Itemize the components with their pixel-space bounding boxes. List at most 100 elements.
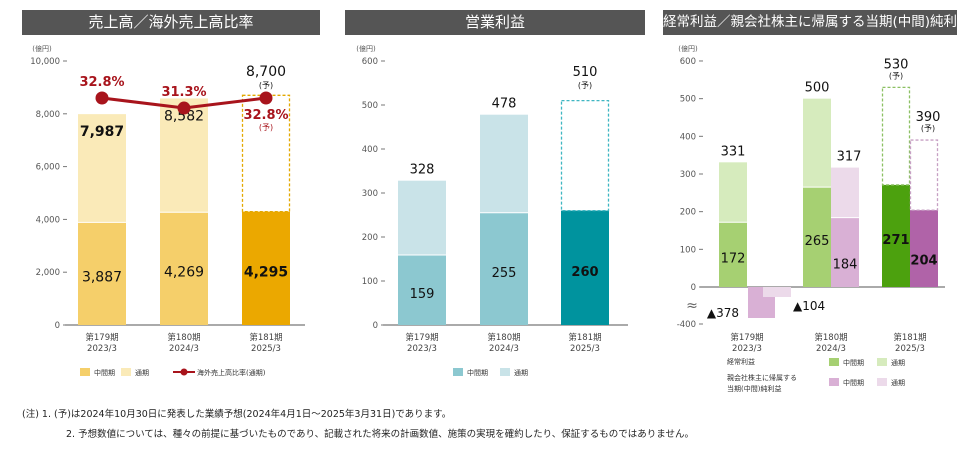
ordinary-income-half-bar (719, 222, 747, 287)
ordinary-income-half-value-label: 271 (882, 233, 909, 248)
operating-income-half-value-label: 255 (492, 266, 517, 281)
overseas-ratio-point (259, 91, 273, 105)
operating-income-half-bar-forecast (561, 210, 609, 325)
y-tick-label: 400 (362, 145, 378, 155)
overseas-ratio-label: 32.8% (243, 108, 288, 123)
y-axis-unit: (億円) (32, 44, 52, 53)
net-income-half-bar (831, 217, 859, 287)
operating-income-half-value-label: 159 (410, 287, 435, 302)
legend-swatch-half (80, 368, 90, 376)
operating-income-half-value-label: 260 (571, 265, 598, 280)
y-axis-unit: (億円) (678, 44, 698, 53)
net-income-full-value-label: 390 (916, 110, 941, 125)
sales-half-bar (160, 212, 208, 325)
legend-label-half: 中間期 (843, 358, 864, 367)
y-tick-label: 600 (680, 57, 696, 67)
x-category-label: 第180期 (814, 332, 847, 343)
ordinary-income-full-bar-forecast-outline (881, 86, 911, 186)
operating-income-half-bar (480, 212, 528, 325)
y-tick-label: 200 (362, 233, 378, 243)
x-category-label: 第180期 (167, 332, 200, 343)
y-tick-label: 8,000 (36, 110, 60, 120)
y-tick-label: 400 (680, 132, 696, 142)
overseas-ratio-point (95, 91, 109, 105)
legend-swatch-full (500, 368, 510, 376)
x-category-date: 2025/3 (251, 344, 281, 354)
ordinary-income-full-bar (719, 162, 747, 223)
overseas-ratio-point (177, 101, 191, 115)
x-category-date: 2023/3 (87, 344, 117, 354)
ordinary-income-half-bar (803, 187, 831, 287)
operating-income-full-value-label: 328 (410, 163, 435, 178)
ordinary-income-half-bar-forecast (882, 184, 910, 287)
sales-full-value-label: 8,582 (164, 108, 204, 124)
legend-swatch-ordinary-half (829, 358, 839, 366)
x-category-date: 2024/3 (489, 344, 519, 354)
ordinary-income-half-value-label: 172 (721, 252, 746, 267)
legend-label-full: 通期 (891, 378, 905, 387)
net-income-half-value-label: ▲378 (707, 306, 739, 320)
y-tick-label: 100 (362, 277, 378, 287)
operating-income-half-bar (398, 255, 446, 325)
net-income-half-value-label: 184 (833, 257, 858, 272)
x-category-label: 第180期 (487, 332, 520, 343)
legend-swatch-net-half (829, 378, 839, 386)
overseas-ratio-label: 32.8% (79, 75, 124, 90)
x-category-date: 2024/3 (816, 344, 846, 354)
ordinary-income-full-value-label: 331 (721, 144, 746, 159)
sales-full-bar (78, 114, 126, 223)
footnote-1: (注) 1. (予)は2024年10月30日に発表した業績予想(2024年4月1… (22, 409, 452, 420)
y-tick-label: 100 (680, 245, 696, 255)
y-axis-unit: (億円) (356, 44, 376, 53)
sales-half-value-label: 3,887 (82, 270, 122, 286)
x-category-label: 第181期 (893, 332, 926, 343)
y-tick-label: 600 (362, 57, 378, 67)
y-tick-label: 0 (691, 283, 696, 293)
legend-swatch-ordinary-full (877, 358, 887, 366)
operating-income-full-bar (480, 114, 528, 213)
ordinary-income-full-bar (803, 98, 831, 188)
sales-full-bar-forecast-outline (241, 94, 291, 213)
y-tick-label: 200 (680, 208, 696, 218)
sales-half-bar-forecast (242, 211, 290, 325)
chart-title-sales: 売上高／海外売上高比率 (22, 10, 320, 35)
y-tick-label: 0 (55, 321, 60, 331)
legend-label-half: 中間期 (467, 368, 488, 377)
legend-label-net-income-line1: 親会社株主に帰属する (727, 373, 797, 382)
operating-income-full-bar (398, 180, 446, 256)
x-category-date: 2025/3 (570, 344, 600, 354)
legend-swatch-full (121, 368, 131, 376)
legend-label-ordinary-income: 経常利益 (727, 357, 755, 366)
x-category-label: 第181期 (249, 332, 282, 343)
ordinary-income-half-value-label: 265 (805, 234, 830, 249)
sales-half-value-label: 4,269 (164, 265, 204, 281)
overseas-ratio-label: 31.3% (161, 85, 206, 100)
chart-title-operating-income: 営業利益 (345, 10, 645, 35)
legend-point-ratio (180, 368, 188, 376)
forecast-mark: (予) (578, 81, 592, 90)
sales-full-value-label: 8,700 (246, 64, 286, 80)
y-tick-label: 4,000 (36, 215, 60, 225)
x-category-label: 第179期 (405, 332, 438, 343)
legend-label-half: 中間期 (843, 378, 864, 387)
legend-label-full: 通期 (135, 368, 149, 377)
y-tick-label: 6,000 (36, 163, 60, 173)
legend-label-half: 中間期 (94, 368, 115, 377)
x-category-label: 第179期 (730, 332, 763, 343)
y-tick-label: 500 (680, 95, 696, 105)
operating-income-full-value-label: 510 (573, 65, 598, 80)
sales-full-value-label: 7,987 (80, 124, 124, 140)
sales-half-bar (78, 222, 126, 325)
x-category-date: 2025/3 (895, 344, 925, 354)
axis-break-icon: ≈ (686, 298, 698, 314)
sales-full-bar (160, 98, 208, 213)
sales-half-value-label: 4,295 (244, 264, 288, 280)
net-income-full-value-label: 317 (837, 150, 862, 165)
y-tick-label: 10,000 (30, 57, 60, 67)
x-category-label: 第179期 (85, 332, 118, 343)
forecast-mark: (予) (259, 123, 273, 132)
x-category-label: 第181期 (568, 332, 601, 343)
net-income-full-bar (831, 167, 859, 218)
forecast-mark: (予) (889, 71, 903, 80)
